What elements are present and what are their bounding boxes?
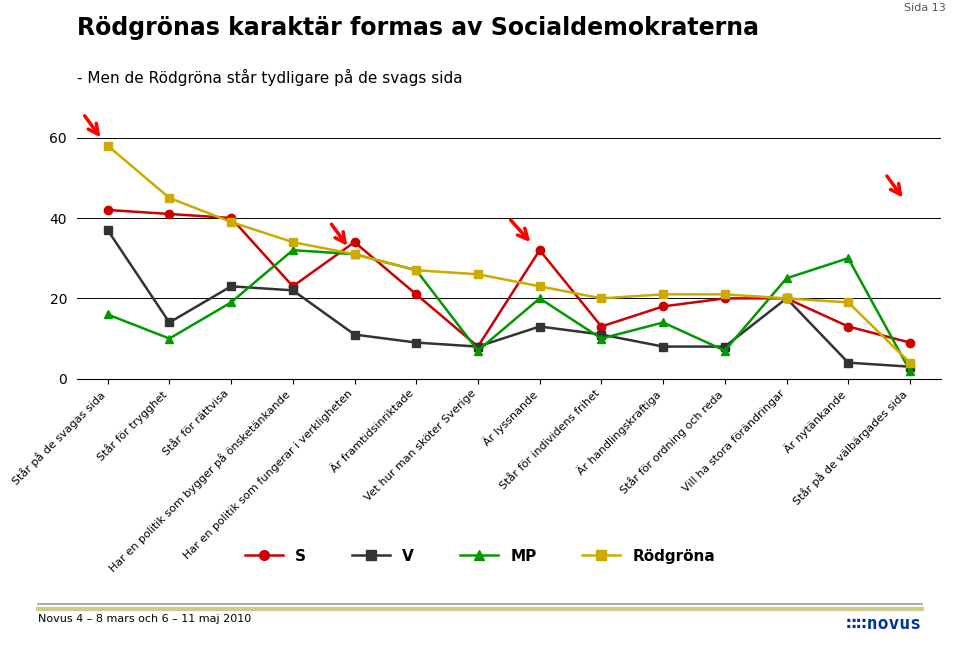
Text: Sida 13: Sida 13 — [904, 3, 946, 13]
Text: ∷∷novus: ∷∷novus — [846, 615, 922, 633]
Text: Novus 4 – 8 mars och 6 – 11 maj 2010: Novus 4 – 8 mars och 6 – 11 maj 2010 — [38, 614, 252, 624]
Legend: S, V, MP, Rödgröna: S, V, MP, Rödgröna — [238, 543, 722, 570]
Text: - Men de Rödgröna står tydligare på de svags sida: - Men de Rödgröna står tydligare på de s… — [77, 69, 463, 86]
Text: Rödgrönas karaktär formas av Socialdemokraterna: Rödgrönas karaktär formas av Socialdemok… — [77, 16, 758, 40]
